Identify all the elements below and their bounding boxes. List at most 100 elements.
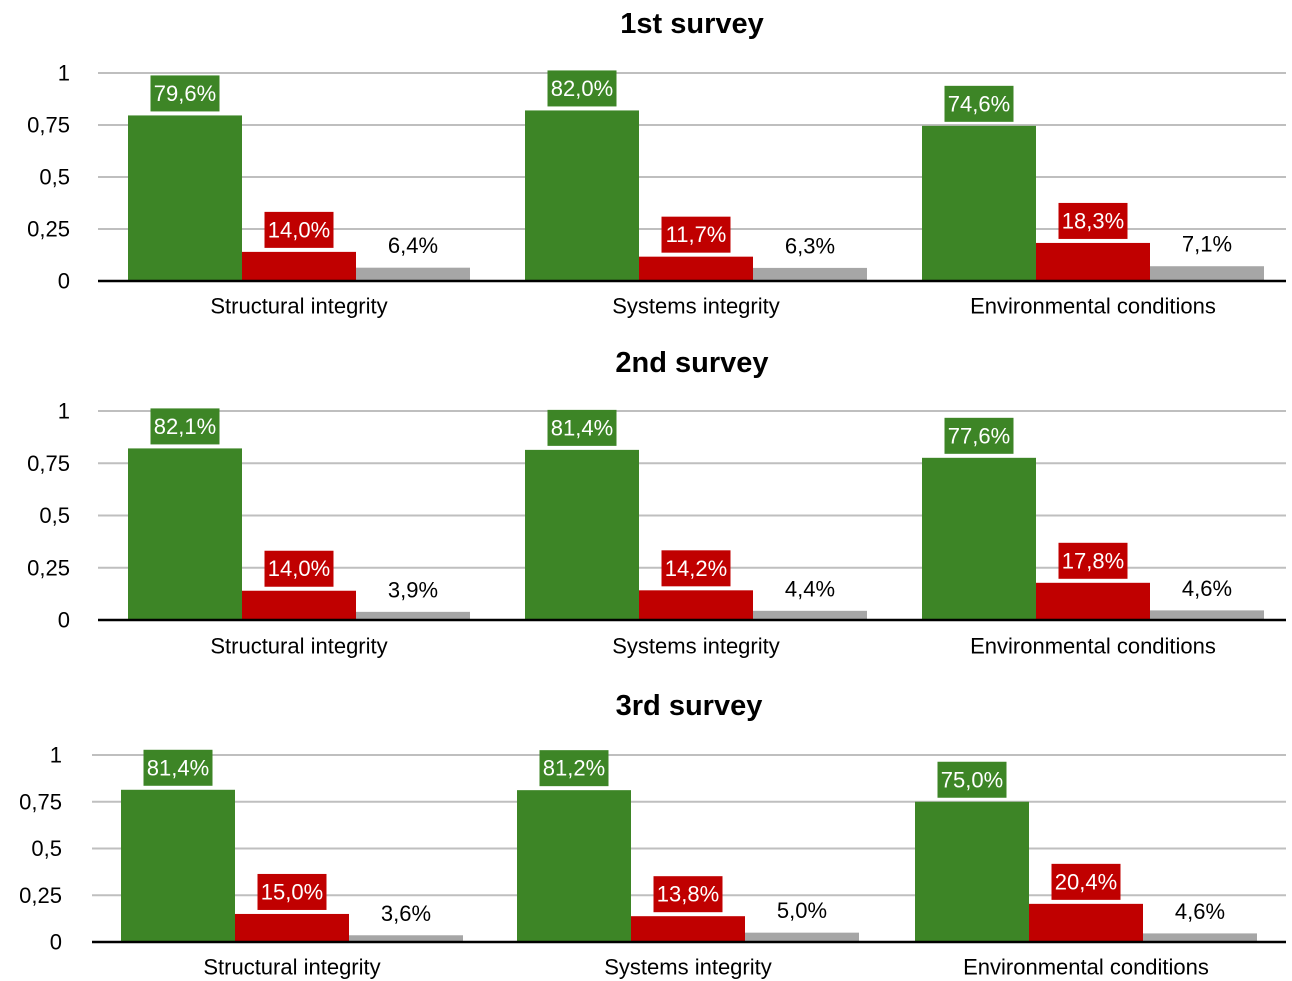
y-tick-label: 0 — [58, 608, 70, 633]
data-label-box — [150, 408, 220, 445]
data-label-box — [143, 749, 213, 786]
data-label: 6,3% — [785, 233, 835, 258]
y-tick-label: 0,75 — [19, 789, 62, 814]
data-label-box — [150, 75, 220, 112]
bar — [1036, 242, 1150, 281]
data-label: 7,1% — [1182, 232, 1232, 257]
y-tick-label: 1 — [58, 399, 70, 424]
y-tick-label: 1 — [50, 743, 62, 768]
bar — [922, 457, 1036, 620]
bar — [1150, 266, 1264, 281]
data-label-box — [944, 85, 1014, 122]
bar — [639, 256, 753, 281]
bar — [525, 110, 639, 281]
y-tick-label: 0,75 — [27, 451, 70, 476]
data-label: 81,4% — [147, 755, 209, 780]
data-label: 81,2% — [543, 756, 605, 781]
data-label: 6,4% — [388, 233, 438, 258]
bar — [242, 251, 356, 281]
bar — [915, 801, 1029, 942]
x-category-label: Environmental conditions — [970, 294, 1216, 319]
y-tick-label: 0 — [58, 269, 70, 294]
x-category-label: Structural integrity — [210, 634, 387, 659]
bar — [356, 611, 470, 620]
x-category-label: Structural integrity — [210, 294, 387, 319]
data-label: 14,2% — [665, 556, 727, 581]
bar — [517, 790, 631, 942]
x-category-label: Systems integrity — [612, 634, 780, 659]
chart-3: 3rd survey 0 0,25 0,5 0,75 1 81,4% 15,0% 3,6% Str… — [19, 690, 1286, 980]
data-label-box — [661, 550, 731, 587]
y-tick-label: 0,5 — [39, 165, 70, 190]
data-label-box — [547, 409, 617, 446]
data-label-box — [547, 70, 617, 107]
bar — [753, 267, 867, 281]
chart-1: 1st survey 0 0,25 0,5 0,75 1 79,6% 14,0% 6,4% Str… — [27, 8, 1286, 319]
chart-title: 2nd survey — [615, 347, 768, 379]
data-label: 4,6% — [1175, 899, 1225, 924]
data-label: 15,0% — [261, 879, 323, 904]
chart-title: 3rd survey — [616, 690, 763, 722]
data-label: 17,8% — [1062, 548, 1124, 573]
data-label-box — [944, 417, 1014, 454]
bar — [349, 935, 463, 942]
data-label: 74,6% — [948, 91, 1010, 116]
bar — [235, 913, 349, 942]
data-label-box — [661, 216, 731, 253]
bar — [1029, 903, 1143, 942]
bar — [128, 115, 242, 281]
x-category-label: Systems integrity — [612, 294, 780, 319]
y-tick-label: 0,75 — [27, 113, 70, 138]
y-tick-label: 0,25 — [27, 555, 70, 580]
data-label: 4,4% — [785, 576, 835, 601]
data-label: 3,6% — [381, 901, 431, 926]
data-label-box — [653, 876, 723, 913]
data-label-box — [1058, 542, 1128, 579]
data-label: 77,6% — [948, 423, 1010, 448]
data-label: 20,4% — [1055, 869, 1117, 894]
bar — [1150, 610, 1264, 620]
bar — [121, 789, 235, 942]
x-category-label: Environmental conditions — [970, 634, 1216, 659]
data-label: 82,0% — [551, 76, 613, 101]
bar — [631, 916, 745, 942]
data-label-box — [264, 550, 334, 587]
data-label: 11,7% — [666, 222, 727, 247]
y-tick-label: 0 — [50, 930, 62, 955]
bar — [1143, 933, 1257, 942]
data-label: 3,9% — [388, 577, 438, 602]
data-label: 14,0% — [268, 556, 330, 581]
data-label: 18,3% — [1062, 208, 1124, 233]
data-label: 79,6% — [154, 81, 216, 106]
bar — [753, 610, 867, 620]
y-tick-label: 0,25 — [27, 217, 70, 242]
data-label-box — [1051, 863, 1121, 900]
data-label: 4,6% — [1182, 576, 1232, 601]
bar — [1036, 582, 1150, 620]
data-label: 82,1% — [154, 414, 216, 439]
bar — [356, 267, 470, 281]
data-label: 81,4% — [551, 415, 613, 440]
chart-2: 2nd survey 0 0,25 0,5 0,75 1 82,1% 14,0% 3,9% Str… — [27, 347, 1286, 659]
y-tick-label: 0,5 — [31, 836, 62, 861]
chart-title: 1st survey — [620, 8, 764, 40]
data-label: 5,0% — [777, 898, 827, 923]
x-category-label: Systems integrity — [604, 955, 772, 980]
bar — [128, 448, 242, 620]
bar — [525, 449, 639, 620]
y-tick-label: 0,5 — [39, 503, 70, 528]
data-label: 14,0% — [268, 217, 330, 242]
bar — [639, 590, 753, 620]
x-category-label: Structural integrity — [203, 955, 380, 980]
data-label-box — [264, 211, 334, 248]
bar — [922, 125, 1036, 281]
y-tick-label: 0,25 — [19, 883, 62, 908]
y-tick-label: 1 — [58, 61, 70, 86]
data-label-box — [1058, 202, 1128, 239]
data-label: 13,8% — [657, 882, 719, 907]
x-category-label: Environmental conditions — [963, 955, 1209, 980]
data-label: 75,0% — [941, 767, 1003, 792]
bar — [242, 590, 356, 620]
data-label-box — [937, 761, 1007, 798]
